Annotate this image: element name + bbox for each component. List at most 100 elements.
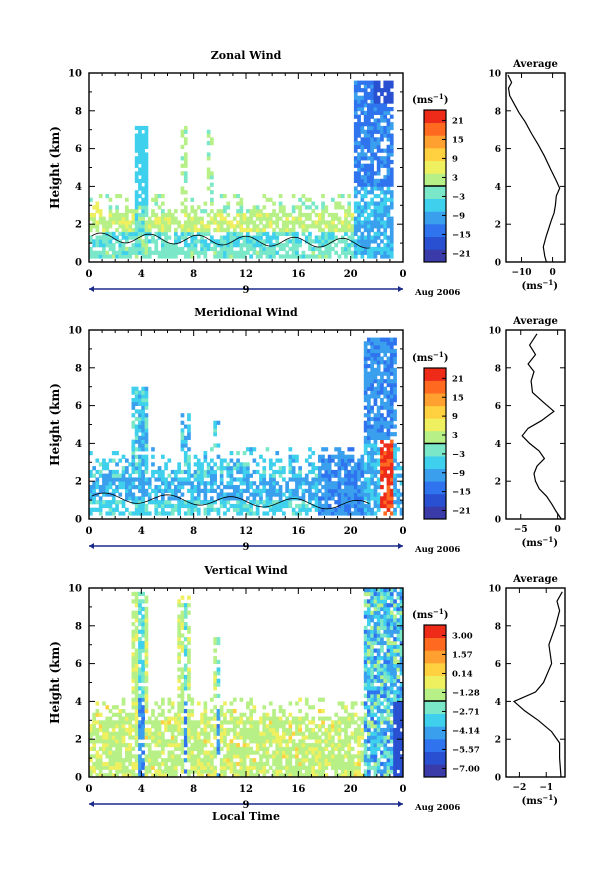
heatmap-cell [331,220,335,225]
heatmap-cell [138,420,142,425]
heatmap-cell [161,239,165,244]
heatmap-cell [367,231,371,236]
heatmap-cell [337,228,342,233]
heatmap-cell [389,443,394,448]
heatmap-cell [141,156,145,161]
heatmap-cell [118,492,123,497]
heatmap-cell [252,458,257,463]
heatmap-cell [298,466,302,471]
heatmap-cell [350,720,355,725]
heatmap-cell [389,451,394,456]
heatmap-cell [389,750,394,755]
heatmap-cell [141,144,145,149]
heatmap-cell [252,758,257,763]
heatmap-cell [285,758,289,763]
heatmap-cell [180,163,185,168]
heatmap-cell [389,735,394,740]
heatmap-cell [380,739,384,744]
heatmap-cell [187,720,191,725]
heatmap-cell [337,458,342,463]
heatmap-cell [242,765,247,770]
heatmap-cell [138,640,142,646]
heatmap-cell [187,454,191,459]
heatmap-cell [255,724,260,729]
heatmap-cell [108,758,113,763]
heatmap-cell [151,758,155,763]
heatmap-cell [295,246,299,252]
colorbar-tick-label: 21 [452,116,464,126]
heatmap-cell [347,712,352,717]
heatmap-cell [246,481,250,486]
heatmap-cell [386,129,391,134]
heatmap-cell [157,765,162,770]
heatmap-cell [318,469,322,475]
heatmap-cell [170,243,175,248]
heatmap-cell [373,107,378,112]
heatmap-cell [89,228,93,233]
heatmap-cell [193,239,198,244]
heatmap-cell [138,212,142,218]
heatmap-cell [180,697,185,702]
heatmap-cell [232,239,237,244]
heatmap-cell [111,488,116,493]
heatmap-cell [363,95,368,100]
heatmap-cell [380,485,384,490]
heatmap-cell [314,246,319,252]
heatmap-cell [380,716,384,721]
heatmap-cell [380,727,384,733]
heatmap-cell [118,254,123,259]
heatmap-cell [373,701,378,706]
heatmap-cell [295,243,299,248]
heatmap-cell [353,712,358,717]
heatmap-cell [386,91,391,97]
heatmap-cell [147,769,152,774]
heatmap-cell [373,125,378,131]
date-label: Aug 2006 [414,545,460,555]
heatmap-cell [282,731,286,736]
heatmap-cell [386,405,391,410]
heatmap-cell [314,761,319,767]
heatmap-cell [206,156,211,161]
heatmap-cell [232,743,237,748]
heatmap-cell [121,485,126,490]
heatmap-cell [134,469,139,475]
heatmap-cell [95,224,100,229]
heatmap-cell [131,466,136,471]
heatmap-cell [295,239,299,244]
heatmap-cell [363,769,368,774]
heatmap-cell [138,239,142,244]
heatmap-cell [373,656,378,661]
heatmap-cell [321,765,325,770]
heatmap-cell [193,746,198,751]
heatmap-cell [291,477,296,482]
heatmap-cell [92,500,96,505]
heatmap-cell [138,507,142,512]
heatmap-cell [134,667,139,672]
heatmap-cell [95,469,100,475]
heatmap-cell [383,603,388,608]
heatmap-cell [367,190,371,195]
heatmap-cell [376,382,381,388]
heatmap-cell [373,182,378,187]
heatmap-cell [396,503,401,509]
heatmap-cell [138,216,142,221]
heatmap-cell [340,727,345,733]
heatmap-cell [376,371,381,376]
heatmap-cell [98,496,103,501]
heatmap-cell [134,500,139,505]
heatmap-cell [89,758,93,763]
heatmap-cell [216,243,221,248]
heatmap-cell [141,424,145,429]
heatmap-cell [141,413,145,418]
heatmap-cell [373,432,378,437]
heatmap-cell [174,720,178,725]
heatmap-cell [373,216,378,221]
heatmap-cell [393,606,397,612]
heatmap-cell [389,137,394,142]
heatmap-cell [265,769,270,774]
heatmap-cell [213,243,217,248]
heatmap-cell [111,451,116,456]
heatmap-cell [125,773,129,778]
heatmap-cell [174,216,178,221]
heatmap-cell [252,720,257,725]
